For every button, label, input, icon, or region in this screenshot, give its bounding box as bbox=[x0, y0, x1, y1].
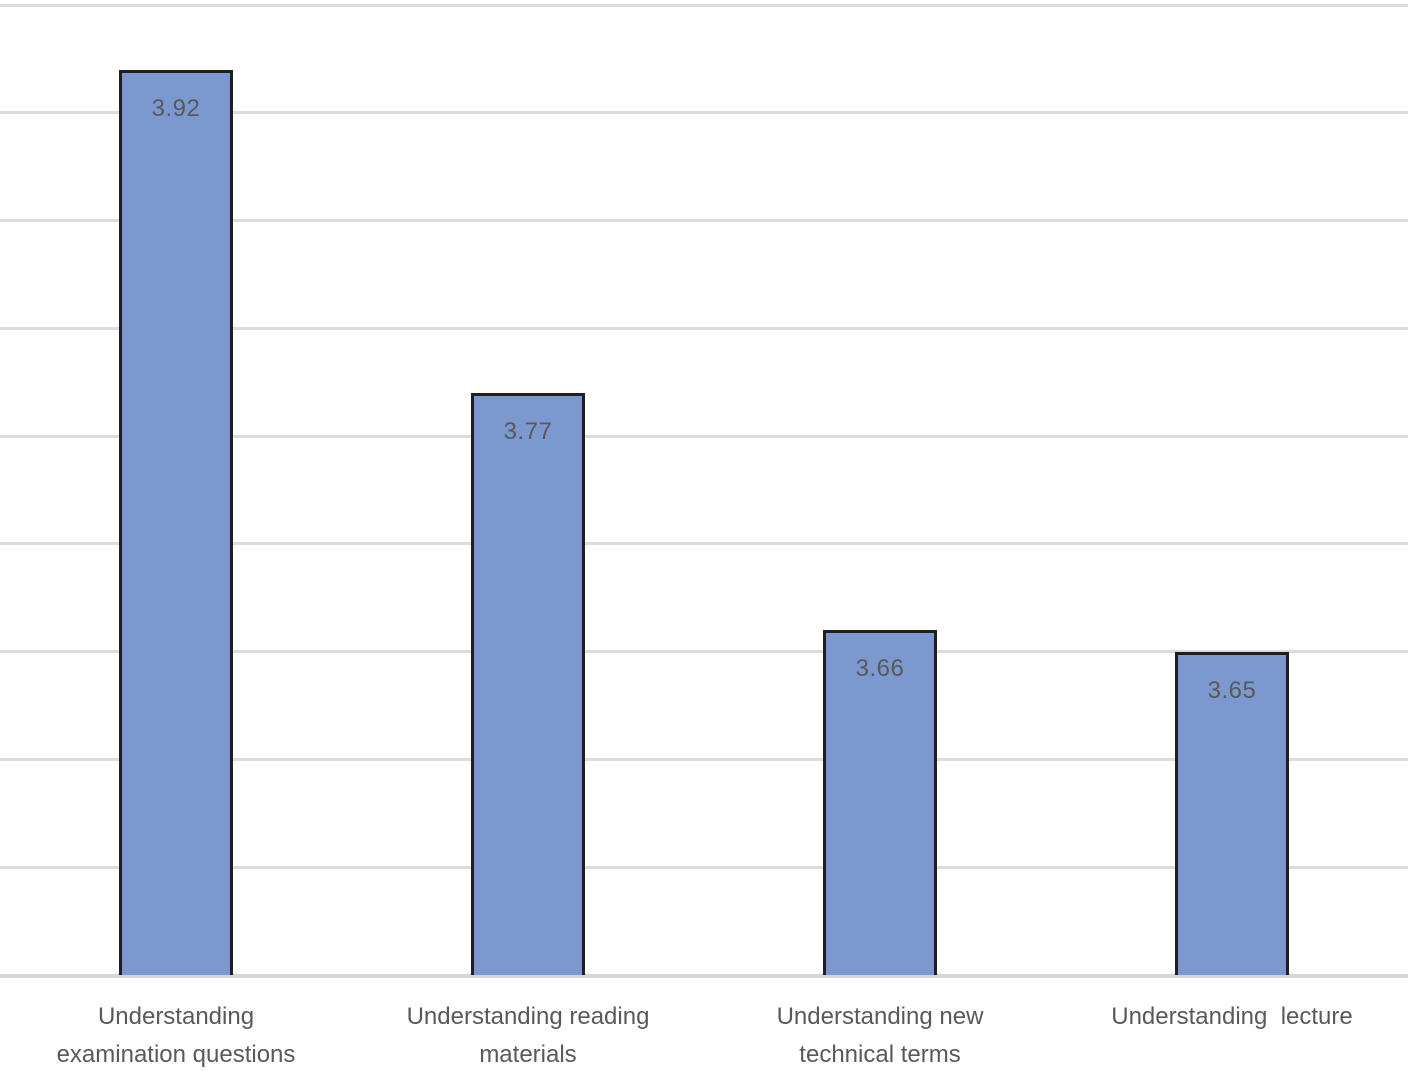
gridline bbox=[0, 3, 1408, 7]
x-axis-label-4: Understanding lecture bbox=[1111, 1003, 1353, 1030]
x-axis-line bbox=[0, 973, 1408, 978]
x-axis-label-3: Understanding new technical terms bbox=[776, 1003, 984, 1068]
gridline bbox=[0, 542, 1408, 546]
gridline bbox=[0, 434, 1408, 438]
bar-value-label: 3.65 bbox=[1207, 676, 1257, 704]
gridline bbox=[0, 111, 1408, 115]
plot-area: 3.92 3.77 3.66 3.65 bbox=[0, 3, 1408, 978]
bar-3: 3.66 bbox=[823, 630, 937, 975]
x-axis-labels: Understanding examination questions Under… bbox=[0, 998, 1408, 1071]
bar-value-label: 3.66 bbox=[855, 655, 905, 683]
gridline bbox=[0, 757, 1408, 761]
x-axis-label-2: Understanding reading materials bbox=[406, 1003, 650, 1068]
bar-value-label: 3.77 bbox=[503, 418, 553, 445]
gridline bbox=[0, 219, 1408, 223]
bar-value-label: 3.92 bbox=[151, 94, 201, 122]
bar-2: 3.77 bbox=[471, 393, 585, 975]
gridline bbox=[0, 650, 1408, 654]
bar-1: 3.92 bbox=[119, 69, 233, 975]
bar-4: 3.65 bbox=[1175, 651, 1289, 975]
gridline bbox=[0, 326, 1408, 330]
gridline bbox=[0, 865, 1408, 869]
x-axis-label-1: Understanding examination questions bbox=[56, 1003, 296, 1068]
